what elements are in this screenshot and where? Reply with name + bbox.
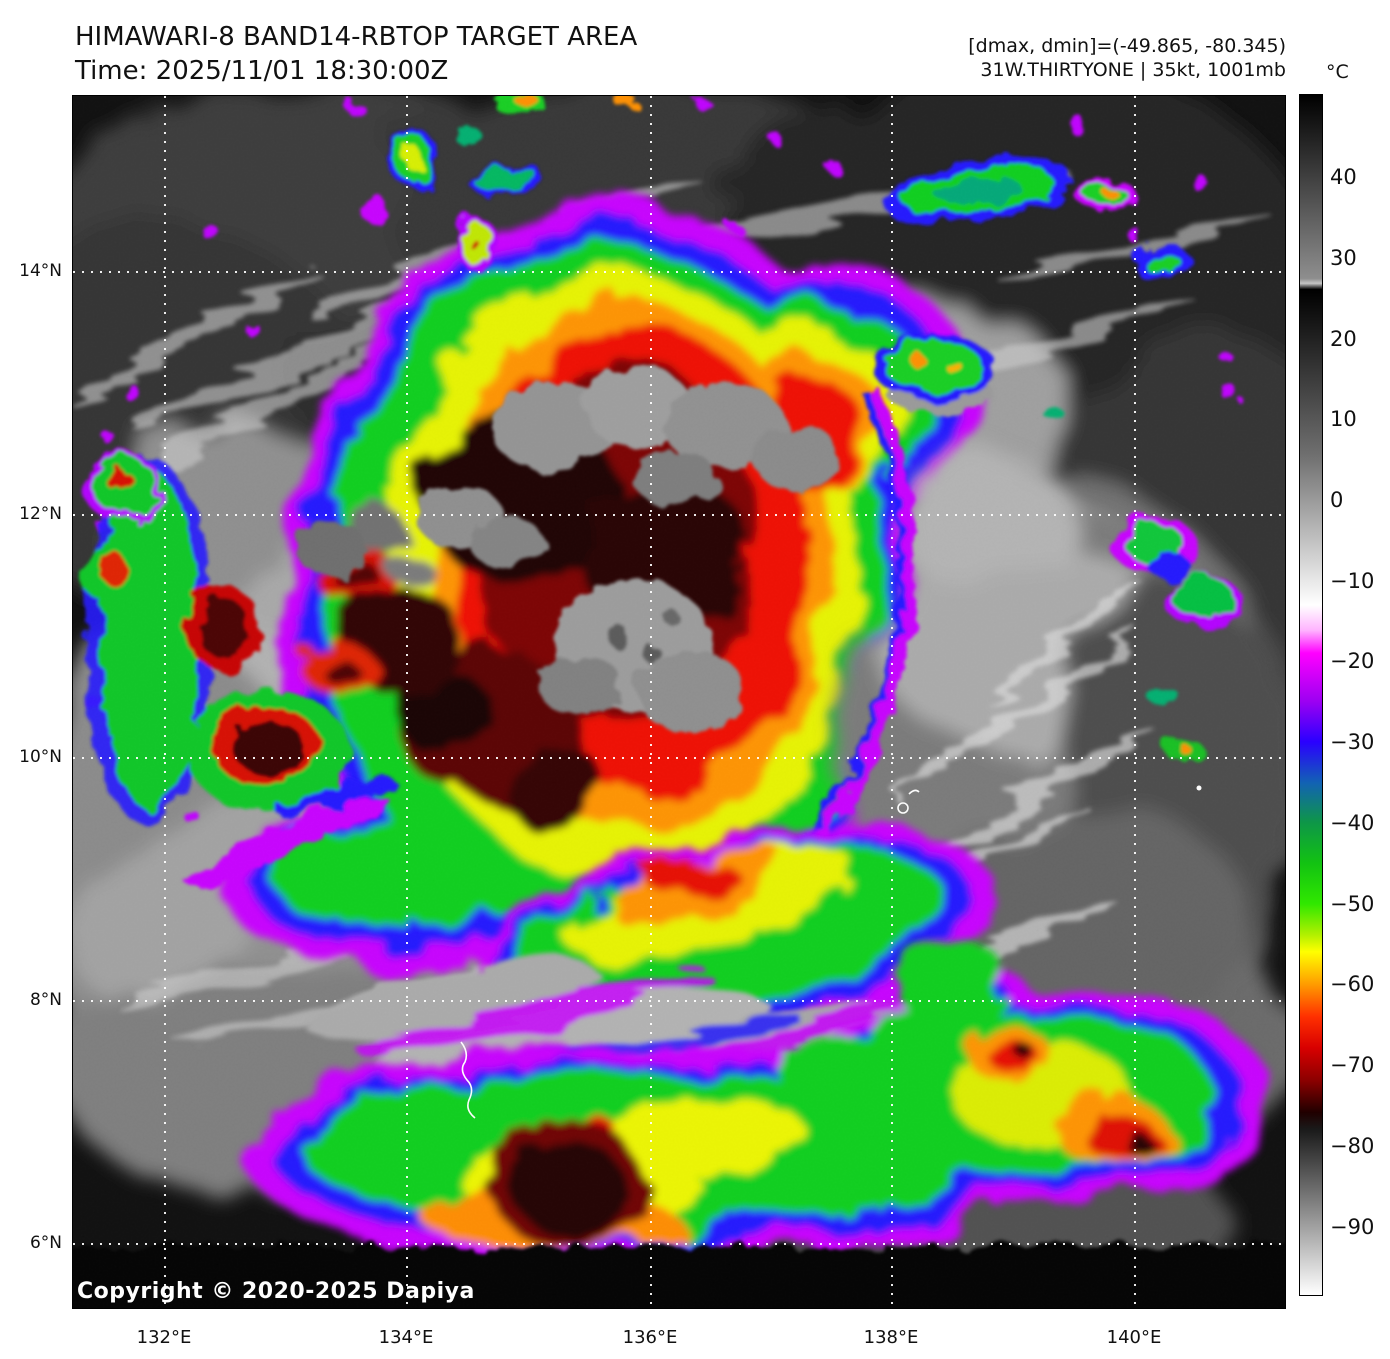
lat-label-14n: 14°N xyxy=(19,261,62,281)
dmax-dmin-readout: [dmax, dmin]=(-49.865, -80.345) xyxy=(968,35,1286,57)
lon-label-140e: 140°E xyxy=(1106,1327,1162,1348)
lat-label-10n: 10°N xyxy=(19,747,62,767)
image-grain xyxy=(73,96,1285,1308)
title-block: HIMAWARI-8 BAND14-RBTOP TARGET AREA Time… xyxy=(75,20,637,88)
timestamp: Time: 2025/11/01 18:30:00Z xyxy=(75,56,449,86)
colorbar-tick-m70: −70 xyxy=(1330,1053,1375,1077)
colorbar-tick-m30: −30 xyxy=(1330,730,1375,754)
info-block: [dmax, dmin]=(-49.865, -80.345) 31W.THIR… xyxy=(968,34,1286,82)
colorbar xyxy=(1299,94,1323,1296)
satellite-image xyxy=(73,96,1285,1308)
colorbar-tick-m80: −80 xyxy=(1330,1134,1375,1158)
colorbar-tick-m20: −20 xyxy=(1330,649,1375,673)
colorbar-gradient xyxy=(1300,95,1322,1295)
colorbar-tick-m50: −50 xyxy=(1330,892,1375,916)
colorbar-tick-0: 0 xyxy=(1330,488,1344,512)
lon-label-134e: 134°E xyxy=(378,1327,434,1348)
storm-id-readout: 31W.THIRTYONE | 35kt, 1001mb xyxy=(980,59,1286,81)
colorbar-tick-20: 20 xyxy=(1330,327,1357,351)
page-title: HIMAWARI-8 BAND14-RBTOP TARGET AREA xyxy=(75,22,638,52)
lon-label-136e: 136°E xyxy=(622,1327,678,1348)
colorbar-tick-m10: −10 xyxy=(1330,569,1375,593)
colorbar-tick-m60: −60 xyxy=(1330,972,1375,996)
colorbar-tick-40: 40 xyxy=(1330,165,1357,189)
lat-label-6n: 6°N xyxy=(29,1233,62,1253)
lon-label-138e: 138°E xyxy=(863,1327,919,1348)
lat-label-8n: 8°N xyxy=(29,990,62,1010)
colorbar-unit-label: °C xyxy=(1326,61,1349,83)
copyright-text: Copyright © 2020-2025 Dapiya xyxy=(77,1279,475,1304)
lon-label-132e: 132°E xyxy=(136,1327,192,1348)
satellite-map: Copyright © 2020-2025 Dapiya xyxy=(72,95,1286,1309)
colorbar-tick-30: 30 xyxy=(1330,246,1357,270)
colorbar-tick-m40: −40 xyxy=(1330,811,1375,835)
colorbar-tick-m90: −90 xyxy=(1330,1215,1375,1239)
lat-label-12n: 12°N xyxy=(19,504,62,524)
colorbar-tick-10: 10 xyxy=(1330,407,1357,431)
